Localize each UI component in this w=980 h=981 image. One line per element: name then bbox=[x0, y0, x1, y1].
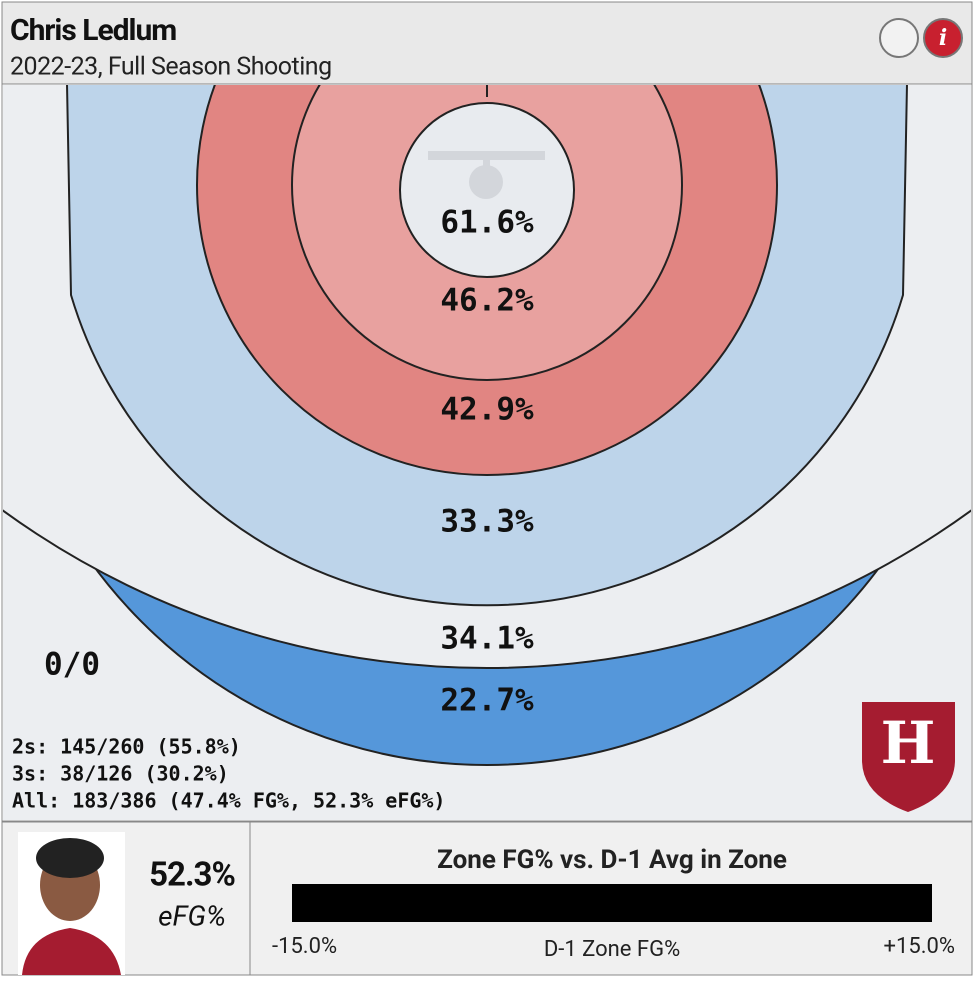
stat-line: 2s: 145/260 (55.8%) bbox=[12, 735, 241, 759]
rim-post bbox=[483, 160, 490, 170]
info-icon: i bbox=[939, 25, 947, 51]
zone-label: 46.2% bbox=[440, 283, 534, 319]
team-logo bbox=[862, 702, 955, 812]
stat-line: All: 183/386 (47.4% FG%, 52.3% eFG%) bbox=[12, 789, 445, 813]
info-button[interactable] bbox=[923, 18, 963, 58]
zone-label: 61.6% bbox=[440, 205, 534, 241]
zone-label: 0/0 bbox=[44, 647, 100, 683]
zone-label: 33.3% bbox=[440, 504, 534, 540]
legend-axis-label: D-1 Zone FG% bbox=[544, 937, 680, 962]
rim bbox=[469, 165, 503, 199]
legend-title: Zone FG% vs. D-1 Avg in Zone bbox=[437, 845, 787, 875]
photo-jersey bbox=[22, 928, 121, 975]
logo-letter: H bbox=[881, 709, 936, 777]
toggle-button[interactable] bbox=[879, 18, 919, 58]
zone-label: 22.7% bbox=[440, 683, 534, 719]
subtitle: 2022-23, Full Season Shooting bbox=[10, 53, 332, 82]
court-border bbox=[1, 83, 973, 822]
backboard bbox=[428, 151, 545, 160]
legend-max: +15.0% bbox=[884, 934, 956, 959]
zone-label: 34.1% bbox=[440, 621, 534, 657]
efg-label: eFG% bbox=[158, 899, 226, 932]
legend-color-bar bbox=[292, 884, 932, 922]
player-name: Chris Ledlum bbox=[10, 13, 176, 48]
header-bar bbox=[1, 1, 973, 85]
efg-value: 52.3% bbox=[149, 856, 235, 895]
stat-line: 3s: 38/126 (30.2%) bbox=[12, 762, 229, 786]
zone-label: 42.9% bbox=[440, 392, 534, 428]
legend-min: -15.0% bbox=[272, 934, 337, 959]
court bbox=[3, 85, 971, 820]
photo-hair bbox=[36, 838, 104, 878]
